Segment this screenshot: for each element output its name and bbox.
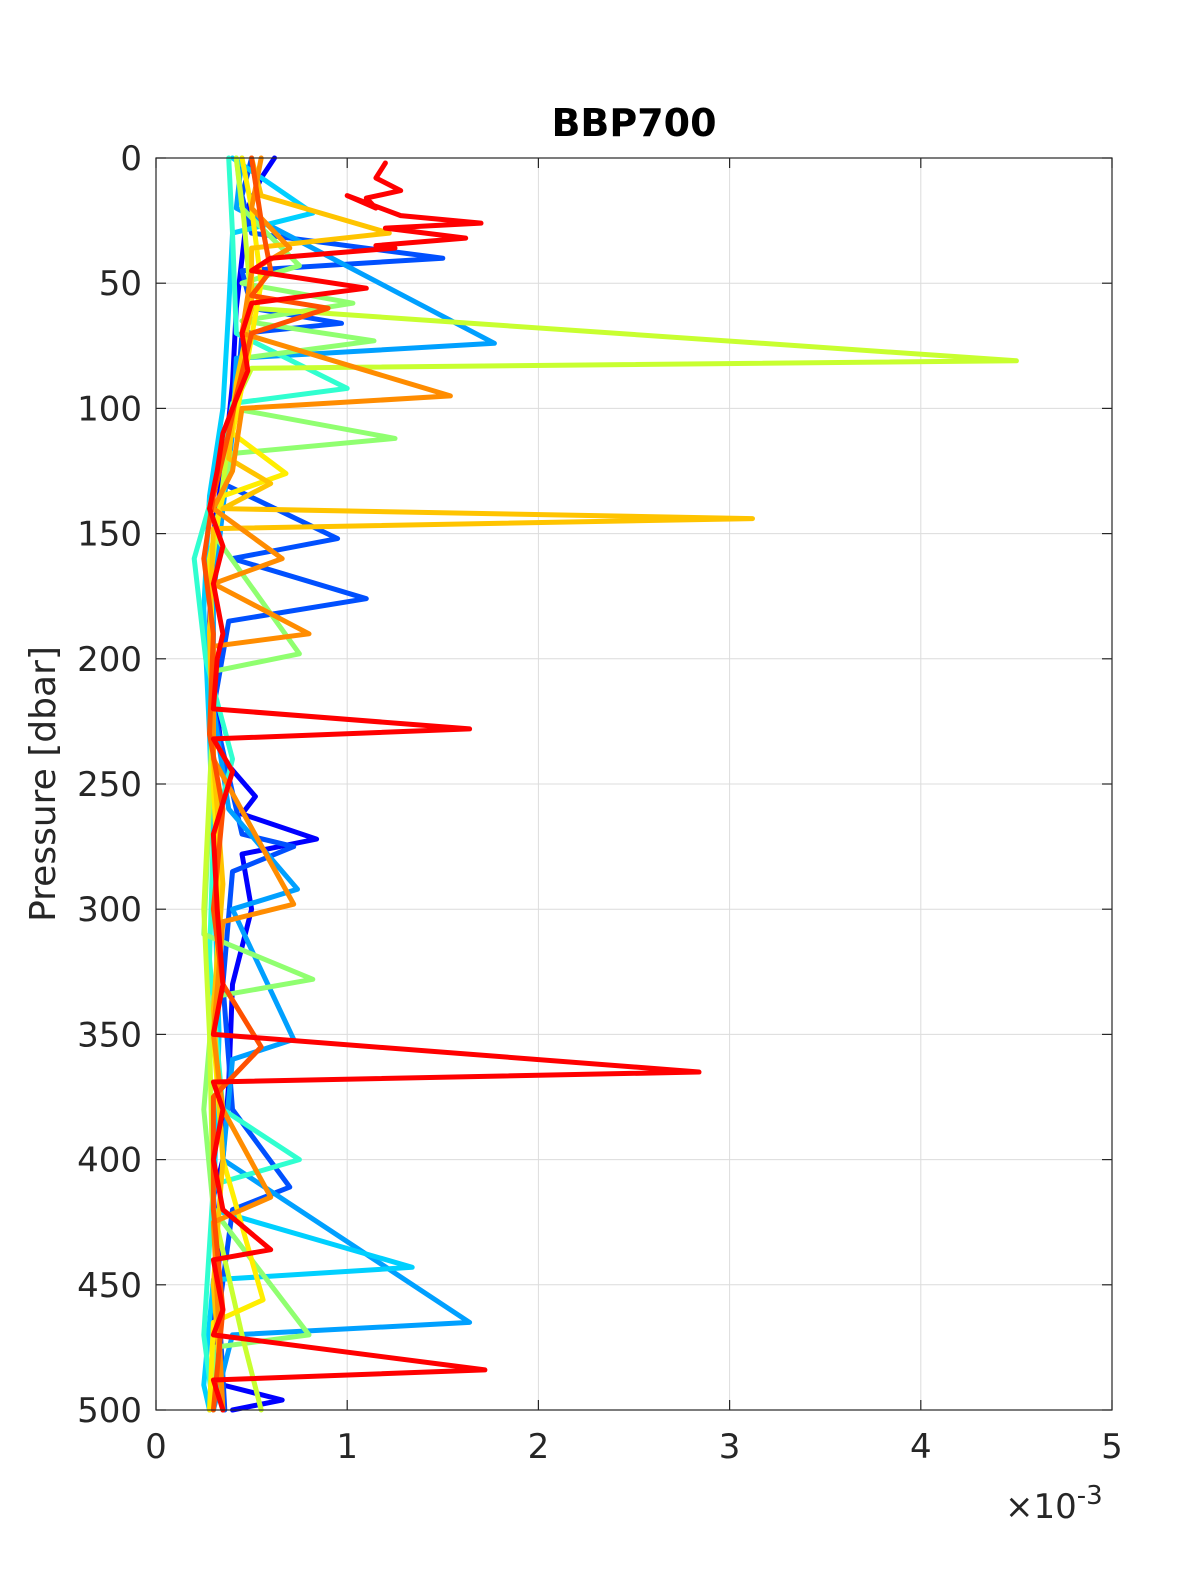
- x-tick-label: 4: [910, 1427, 932, 1467]
- y-tick-label: 100: [77, 389, 142, 429]
- y-tick-label: 500: [77, 1391, 142, 1431]
- x-tick-label: 0: [145, 1427, 167, 1467]
- x-exponent-power: -3: [1077, 1481, 1103, 1511]
- x-exponent-label: ×10-3: [1005, 1481, 1103, 1527]
- profile-line-3: [210, 155, 497, 1413]
- y-tick-label: 200: [77, 640, 142, 680]
- y-axis-label: Pressure [dbar]: [23, 646, 64, 922]
- y-tick-labels: 0 50 100 150 200 250 300 350 400 450 500: [77, 139, 142, 1431]
- y-tick-label: 300: [77, 890, 142, 930]
- x-tick-label: 3: [719, 1427, 741, 1467]
- tick-marks: [155, 157, 1113, 1411]
- x-tick-label: 5: [1101, 1427, 1123, 1467]
- y-tick-label: 0: [120, 139, 142, 179]
- chart-title: BBP700: [551, 101, 716, 145]
- y-tick-label: 150: [77, 515, 142, 555]
- profile-line-12: [207, 160, 702, 1413]
- x-tick-label: 2: [528, 1427, 550, 1467]
- y-tick-label: 400: [77, 1141, 142, 1181]
- x-tick-labels: 0 1 2 3 4 5: [145, 1427, 1123, 1467]
- y-tick-label: 450: [77, 1266, 142, 1306]
- profile-line-11: [201, 155, 331, 1413]
- y-tick-label: 350: [77, 1015, 142, 1055]
- y-tick-label: 50: [99, 264, 142, 304]
- profile-lines: [191, 155, 1019, 1413]
- x-tick-label: 1: [336, 1427, 358, 1467]
- y-tick-label: 250: [77, 765, 142, 805]
- x-exponent-base: ×10: [1005, 1487, 1077, 1527]
